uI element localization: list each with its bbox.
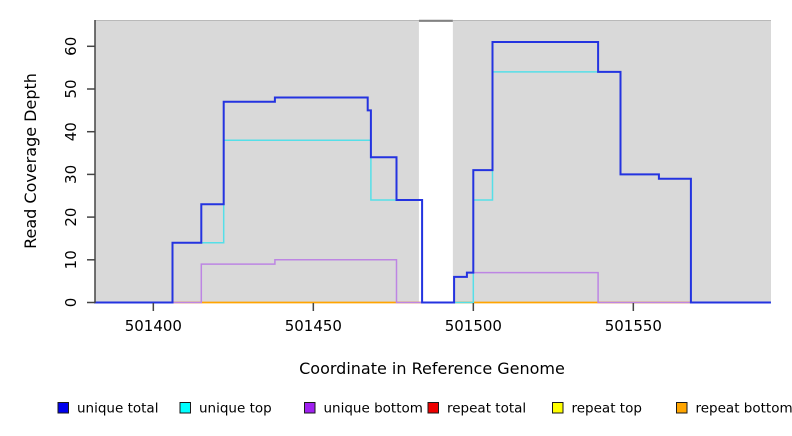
y-tick-label: 0 <box>62 298 80 308</box>
legend-item-repeat-bottom: repeat bottom <box>677 401 792 417</box>
legend-label: unique total <box>77 401 158 417</box>
legend-label: unique top <box>199 401 272 417</box>
legend-swatch <box>305 403 316 414</box>
legend-swatch <box>180 403 191 414</box>
y-axis-title: Read Coverage Depth <box>21 73 40 249</box>
legend-item-unique-total: unique total <box>58 401 158 417</box>
legend-swatch <box>677 403 688 414</box>
y-tick-label: 50 <box>62 79 80 98</box>
legend-item-unique-top: unique top <box>180 401 272 417</box>
legend-label: repeat top <box>572 401 642 417</box>
x-tick-label: 501450 <box>285 317 342 335</box>
legend-item-repeat-total: repeat total <box>428 401 526 417</box>
legend-swatch <box>428 403 439 414</box>
legend-label: unique bottom <box>324 401 423 417</box>
legend-swatch <box>58 403 69 414</box>
coverage-gap-band <box>419 19 453 303</box>
y-tick-label: 40 <box>62 122 80 141</box>
legend-swatch <box>553 403 564 414</box>
y-tick-label: 10 <box>62 250 80 269</box>
y-tick-label: 20 <box>62 208 80 227</box>
plot-background-layer <box>95 19 771 303</box>
legend-item-unique-bottom: unique bottom <box>305 401 423 417</box>
x-tick-label: 501400 <box>125 317 182 335</box>
y-tick-label: 30 <box>62 165 80 184</box>
legend-label: repeat bottom <box>696 401 792 417</box>
x-tick-label: 501550 <box>605 317 662 335</box>
y-tick-label: 60 <box>62 37 80 56</box>
x-tick-label: 501500 <box>445 317 502 335</box>
legend: unique total unique top unique bottom repea… <box>58 401 792 417</box>
legend-item-repeat-top: repeat top <box>553 401 642 417</box>
legend-label: repeat total <box>447 401 526 417</box>
x-axis-title: Coordinate in Reference Genome <box>299 359 565 378</box>
